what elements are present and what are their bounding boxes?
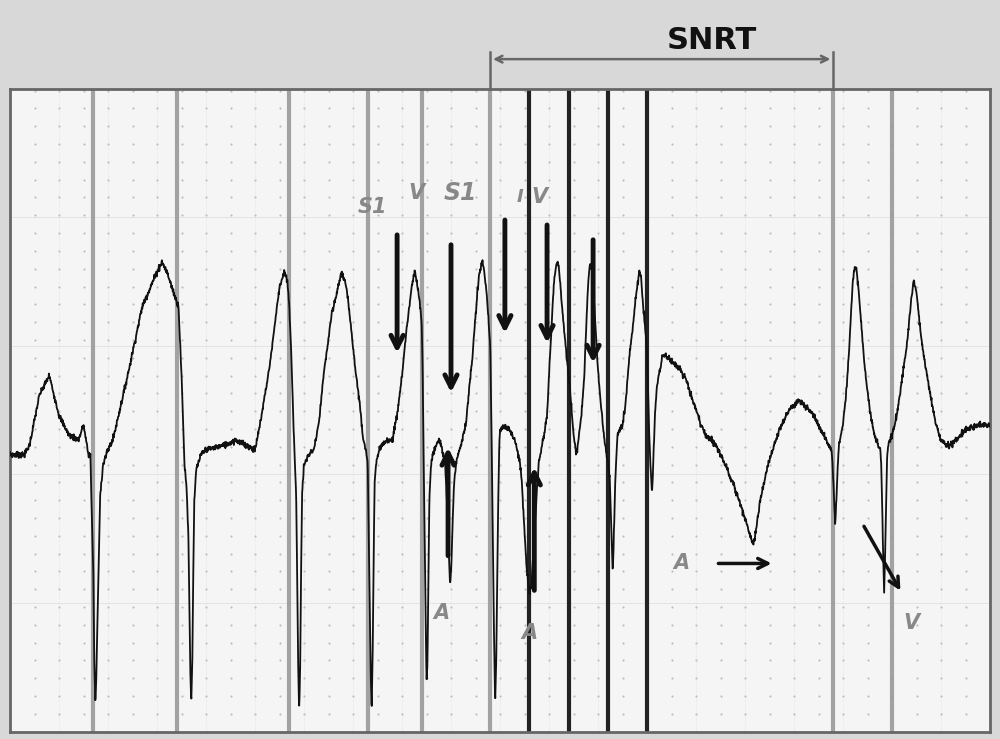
Text: SNRT: SNRT xyxy=(667,27,757,55)
Text: V: V xyxy=(409,183,425,202)
Text: A: A xyxy=(521,623,537,643)
Text: V: V xyxy=(531,188,547,208)
Text: S1: S1 xyxy=(358,197,387,217)
Text: V: V xyxy=(904,613,920,633)
Text: I: I xyxy=(516,188,523,206)
Text: A: A xyxy=(433,603,449,623)
Text: S1: S1 xyxy=(444,180,478,205)
Text: A: A xyxy=(673,554,689,573)
